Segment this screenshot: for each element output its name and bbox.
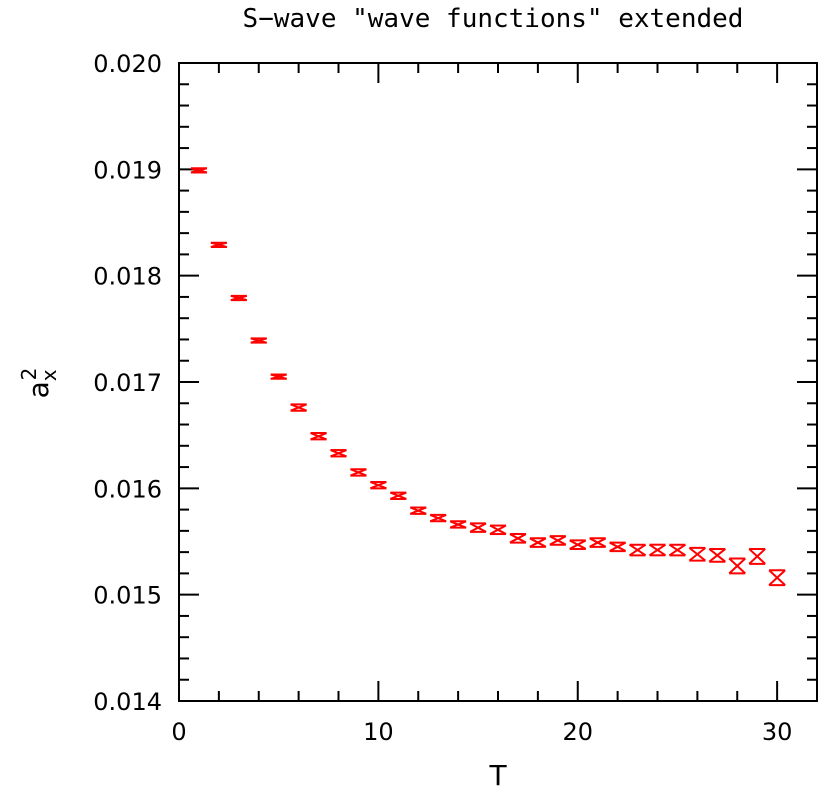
marker-stroke xyxy=(290,403,307,412)
y-axis-label: ax2 xyxy=(17,368,61,399)
data-point xyxy=(629,543,647,557)
marker-stroke xyxy=(469,522,487,533)
tick-labels: 0 10 20 30 0.014 0.015 0.016 0.017 0.018 0.019 0.0… xyxy=(93,50,792,746)
data-point xyxy=(230,294,248,302)
data-point xyxy=(330,449,347,458)
marker-stroke xyxy=(210,241,228,248)
y-axis-label-base: a xyxy=(22,381,55,398)
data-point xyxy=(290,403,307,412)
marker-stroke xyxy=(250,337,268,344)
y-tick-label: 0.020 xyxy=(93,50,162,78)
data-points xyxy=(190,167,786,587)
data-point xyxy=(708,547,726,563)
data-point xyxy=(509,533,527,544)
marker-stroke xyxy=(310,432,327,441)
marker-stroke xyxy=(509,533,527,544)
marker-stroke xyxy=(489,524,507,535)
x-tick-label: 20 xyxy=(562,718,593,746)
data-point xyxy=(609,541,627,553)
marker-stroke xyxy=(449,520,467,529)
y-tick-label: 0.019 xyxy=(93,156,162,184)
marker-stroke xyxy=(330,449,347,458)
data-point xyxy=(768,569,786,587)
marker-stroke xyxy=(389,491,407,500)
marker-stroke xyxy=(688,547,706,562)
x-tick-label: 10 xyxy=(363,718,394,746)
svg-text:ax2: ax2 xyxy=(17,368,61,399)
marker-stroke xyxy=(648,543,667,557)
y-tick-label: 0.015 xyxy=(93,582,162,610)
data-point xyxy=(250,337,268,344)
marker-stroke xyxy=(370,481,387,490)
x-tick-label: 30 xyxy=(762,718,793,746)
data-point xyxy=(310,432,327,441)
y-tick-label: 0.016 xyxy=(93,475,162,503)
data-point xyxy=(449,520,467,529)
data-point xyxy=(469,522,487,533)
marker-stroke xyxy=(409,506,427,515)
data-point xyxy=(688,546,706,562)
marker-stroke xyxy=(708,548,726,563)
marker-stroke xyxy=(768,569,786,586)
data-point xyxy=(270,373,287,380)
marker-stroke xyxy=(629,543,647,557)
marker-stroke xyxy=(190,167,208,174)
marker-stroke xyxy=(429,513,447,523)
data-point xyxy=(370,480,387,490)
data-point xyxy=(210,241,228,248)
marker-stroke xyxy=(728,557,746,575)
data-point xyxy=(549,535,567,546)
y-axis-label-superscript: 2 xyxy=(17,368,41,381)
data-point xyxy=(648,543,667,557)
axis-ticks xyxy=(178,62,818,702)
data-point xyxy=(569,539,587,550)
marker-stroke xyxy=(529,537,547,548)
marker-stroke xyxy=(569,539,587,550)
marker-stroke xyxy=(230,294,248,302)
data-point xyxy=(409,506,427,515)
y-axis-label-subscript: x xyxy=(37,369,61,381)
data-point xyxy=(748,547,766,565)
x-tick-label: 0 xyxy=(171,718,186,746)
marker-stroke xyxy=(668,543,686,557)
y-tick-label: 0.014 xyxy=(93,688,162,716)
y-tick-label: 0.018 xyxy=(93,263,162,291)
data-point xyxy=(429,513,447,523)
marker-stroke xyxy=(270,373,287,380)
x-axis-label: T xyxy=(488,759,507,792)
marker-stroke xyxy=(549,535,567,546)
marker-stroke xyxy=(350,468,367,477)
y-tick-label: 0.017 xyxy=(93,369,162,397)
data-point xyxy=(668,543,686,557)
marker-stroke xyxy=(589,537,607,548)
plot-frame xyxy=(178,62,818,702)
data-point xyxy=(489,524,507,536)
data-point xyxy=(350,468,367,477)
marker-stroke xyxy=(609,541,627,552)
data-point xyxy=(389,491,407,500)
data-point xyxy=(190,167,208,174)
data-point xyxy=(529,537,547,548)
data-point xyxy=(728,557,746,575)
marker-stroke xyxy=(748,548,766,565)
chart-title: S−wave "wave functions" extended xyxy=(243,4,744,34)
plot-border xyxy=(178,62,818,702)
data-point xyxy=(589,537,607,548)
